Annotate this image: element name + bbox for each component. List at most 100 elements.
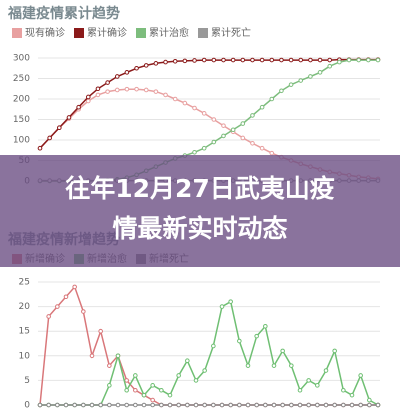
- point: [172, 58, 178, 64]
- point: [219, 402, 225, 408]
- point: [317, 70, 323, 75]
- point: [72, 284, 77, 290]
- point: [221, 123, 226, 128]
- point: [250, 57, 255, 63]
- point: [81, 309, 86, 314]
- point: [167, 402, 173, 408]
- point: [182, 100, 188, 106]
- point: [280, 348, 285, 354]
- point: [153, 61, 159, 66]
- legend-label: 累计治愈: [149, 26, 189, 39]
- point: [37, 145, 43, 151]
- point: [141, 392, 147, 398]
- point: [259, 104, 265, 110]
- legend-swatch: [74, 28, 84, 38]
- point: [346, 57, 352, 63]
- legend-swatch: [198, 28, 208, 38]
- point: [240, 135, 246, 141]
- point: [201, 145, 207, 151]
- y-tick-label: 25: [19, 278, 30, 288]
- point: [163, 59, 168, 65]
- point: [55, 304, 60, 309]
- point: [315, 383, 320, 388]
- point: [107, 363, 112, 368]
- point: [297, 387, 303, 393]
- point: [76, 104, 81, 110]
- point: [124, 378, 129, 383]
- y-tick-label: 20: [19, 302, 31, 312]
- point: [105, 80, 110, 85]
- point: [133, 387, 138, 393]
- point: [237, 338, 242, 344]
- point: [308, 57, 313, 63]
- point: [201, 57, 207, 63]
- y-tick-label: 300: [13, 54, 30, 64]
- point: [192, 150, 197, 155]
- point: [133, 373, 138, 378]
- point: [89, 353, 95, 359]
- point: [288, 57, 294, 63]
- point: [221, 57, 226, 63]
- point: [240, 57, 246, 63]
- point: [271, 363, 277, 368]
- point: [211, 57, 217, 63]
- point: [317, 57, 323, 63]
- point: [114, 87, 120, 93]
- point: [193, 402, 199, 408]
- point: [298, 78, 304, 83]
- point: [230, 57, 236, 63]
- point: [55, 402, 60, 408]
- point: [107, 402, 112, 408]
- point: [46, 314, 51, 319]
- point: [349, 392, 355, 398]
- point: [306, 402, 311, 408]
- point: [356, 57, 361, 63]
- point: [358, 402, 363, 408]
- point: [192, 58, 197, 63]
- point: [134, 86, 139, 92]
- point: [367, 402, 372, 408]
- y-tick-label: 200: [13, 95, 30, 105]
- point: [297, 402, 303, 408]
- point: [323, 402, 329, 408]
- point: [237, 402, 242, 408]
- point: [150, 383, 155, 388]
- point: [72, 402, 77, 408]
- point: [95, 92, 101, 98]
- point: [57, 125, 62, 130]
- legend-label: 累计确诊: [87, 26, 127, 39]
- point: [366, 57, 371, 63]
- point: [192, 105, 197, 111]
- y-tick-label: 150: [13, 115, 30, 125]
- legend-swatch: [12, 28, 22, 38]
- point: [81, 402, 86, 408]
- legend-swatch: [136, 28, 146, 38]
- point: [47, 135, 52, 141]
- point: [185, 358, 190, 364]
- point: [167, 392, 173, 398]
- point: [221, 133, 226, 139]
- point: [193, 378, 199, 383]
- point: [124, 387, 129, 393]
- y-tick-label: 100: [13, 136, 30, 146]
- series-line: [40, 300, 379, 406]
- point: [341, 402, 346, 408]
- point: [124, 70, 130, 75]
- point: [289, 363, 294, 368]
- point: [327, 63, 333, 69]
- point: [219, 304, 225, 309]
- point: [271, 402, 277, 408]
- point: [176, 373, 181, 378]
- legend-label: 累计死亡: [211, 26, 251, 39]
- point: [89, 402, 95, 408]
- point: [98, 402, 103, 408]
- point: [107, 383, 112, 388]
- y-tick-label: 15: [19, 327, 30, 337]
- point: [358, 373, 363, 378]
- point: [341, 387, 346, 393]
- banner-text: 往年12月27日武夷山疫: [65, 174, 335, 203]
- point: [159, 387, 164, 393]
- y-tick-label: 10: [19, 351, 31, 361]
- point: [150, 397, 155, 403]
